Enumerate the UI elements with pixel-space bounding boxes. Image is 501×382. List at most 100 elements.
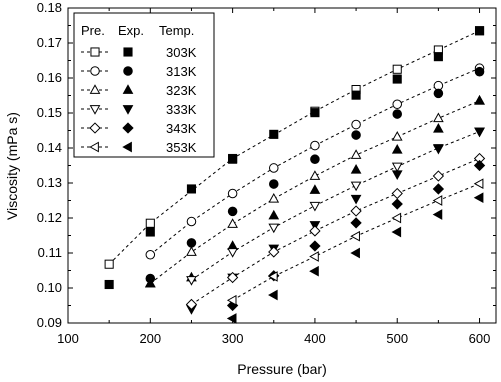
predicted-point-353K (432, 195, 443, 206)
x-tick-label: 500 (386, 331, 408, 346)
y-tick-label: 0.14 (37, 140, 62, 155)
experimental-point-353K (226, 313, 237, 324)
predicted-point-333K (350, 181, 362, 192)
experimental-point-313K (392, 109, 403, 119)
predicted-point-333K (227, 248, 238, 258)
experimental-point-303K (228, 154, 238, 164)
predicted-point-313K (310, 140, 320, 151)
experimental-point-303K (310, 108, 320, 118)
experimental-point-303K (474, 26, 485, 36)
predicted-point-323K (391, 131, 403, 141)
experimental-point-313K (268, 179, 279, 189)
predicted-point-323K (309, 170, 321, 180)
experimental-point-313K (474, 66, 485, 77)
predicted-line-313K (149, 67, 480, 256)
legend: Pre. Exp. Temp. 303K 313K 323K 333K 343K 353K (73, 12, 215, 158)
predicted-point-313K (145, 249, 156, 260)
x-tick-label: 300 (222, 331, 244, 346)
x-tick-label: 200 (139, 331, 161, 346)
predicted-line-343K (191, 158, 480, 305)
legend-predicted-marker-323K (89, 84, 101, 94)
legend-experimental-marker-333K (122, 105, 134, 115)
experimental-point-303K (186, 184, 197, 194)
predicted-point-333K (186, 276, 197, 286)
predicted-point-343K (432, 170, 445, 182)
predicted-point-323K (227, 218, 238, 228)
experimental-point-353K (268, 289, 278, 301)
predicted-point-303K (145, 218, 155, 228)
experimental-point-343K (432, 183, 445, 195)
experimental-point-303K (351, 90, 361, 100)
predicted-point-313K (351, 119, 361, 130)
experimental-point-333K (474, 127, 485, 138)
predicted-point-343K (391, 187, 403, 200)
y-tick-label: 0.13 (37, 175, 62, 190)
legend-experimental-marker-343K (122, 122, 134, 134)
predicted-point-353K (350, 230, 360, 242)
legend-rows: 303K 313K 323K 333K 343K 353K (81, 45, 197, 155)
experimental-point-353K (473, 192, 484, 204)
y-axis-title: Viscosity (mPa s) (4, 112, 20, 220)
y-tick-label: 0.18 (37, 0, 62, 15)
predicted-point-333K (391, 162, 403, 173)
predicted-point-323K (186, 246, 197, 256)
legend-label-323K: 323K (166, 83, 197, 98)
experimental-point-343K (350, 217, 362, 229)
experimental-point-323K (350, 163, 362, 174)
experimental-point-353K (432, 209, 443, 220)
legend-predicted-marker-343K (89, 122, 101, 134)
experimental-point-323K (391, 143, 403, 154)
experimental-point-353K (309, 265, 319, 277)
x-tick-label: 600 (469, 331, 491, 346)
axis-ticks (67, 7, 496, 324)
experimental-point-323K (433, 122, 444, 133)
legend-label-333K: 333K (166, 102, 197, 117)
x-axis-title: Pressure (bar) (237, 361, 326, 377)
predicted-point-353K (473, 178, 484, 190)
predicted-point-353K (391, 212, 402, 224)
y-tick-label: 0.09 (37, 315, 62, 330)
predicted-point-343K (185, 298, 198, 311)
x-tick-label: 400 (304, 331, 326, 346)
experimental-point-333K (350, 194, 362, 205)
legend-label-303K: 303K (166, 45, 197, 60)
legend-label-343K: 343K (166, 121, 197, 136)
series-markers (104, 26, 486, 324)
legend-header-exp: Exp. (118, 23, 144, 38)
predicted-point-313K (186, 216, 197, 227)
y-tick-label: 0.12 (37, 210, 62, 225)
legend-header-temp: Temp. (159, 23, 194, 38)
legend-label-313K: 313K (166, 64, 197, 79)
legend-predicted-marker-313K (90, 66, 100, 76)
predicted-point-323K (350, 149, 362, 159)
experimental-point-313K (186, 238, 197, 248)
experimental-point-343K (391, 198, 403, 210)
legend-experimental-marker-303K (123, 47, 133, 57)
experimental-point-303K (392, 74, 402, 84)
x-tick-label: 100 (57, 331, 79, 346)
experimental-point-323K (474, 94, 485, 105)
predicted-point-303K (392, 64, 402, 74)
experimental-point-303K (104, 279, 114, 290)
experimental-point-313K (433, 88, 444, 99)
y-tick-label: 0.15 (37, 105, 62, 120)
predicted-line-333K (191, 131, 480, 281)
predicted-point-343K (226, 271, 239, 284)
legend-predicted-marker-333K (89, 105, 101, 115)
experimental-point-323K (309, 184, 321, 194)
predicted-point-353K (309, 251, 319, 262)
tick-labels: 100 200 300 400 500 600 0.09 0.10 0.11 0.12 0.13 0.… (37, 0, 491, 346)
predicted-point-343K (350, 205, 362, 217)
experimental-point-353K (350, 247, 360, 259)
predicted-point-333K (309, 201, 321, 212)
experimental-point-303K (269, 129, 279, 139)
predicted-point-313K (227, 188, 238, 199)
predicted-point-303K (104, 259, 114, 269)
y-tick-label: 0.17 (37, 35, 62, 50)
experimental-point-343K (309, 240, 321, 252)
experimental-point-303K (145, 227, 155, 237)
experimental-point-313K (351, 130, 361, 140)
predicted-point-323K (268, 192, 280, 203)
legend-box (73, 12, 215, 158)
